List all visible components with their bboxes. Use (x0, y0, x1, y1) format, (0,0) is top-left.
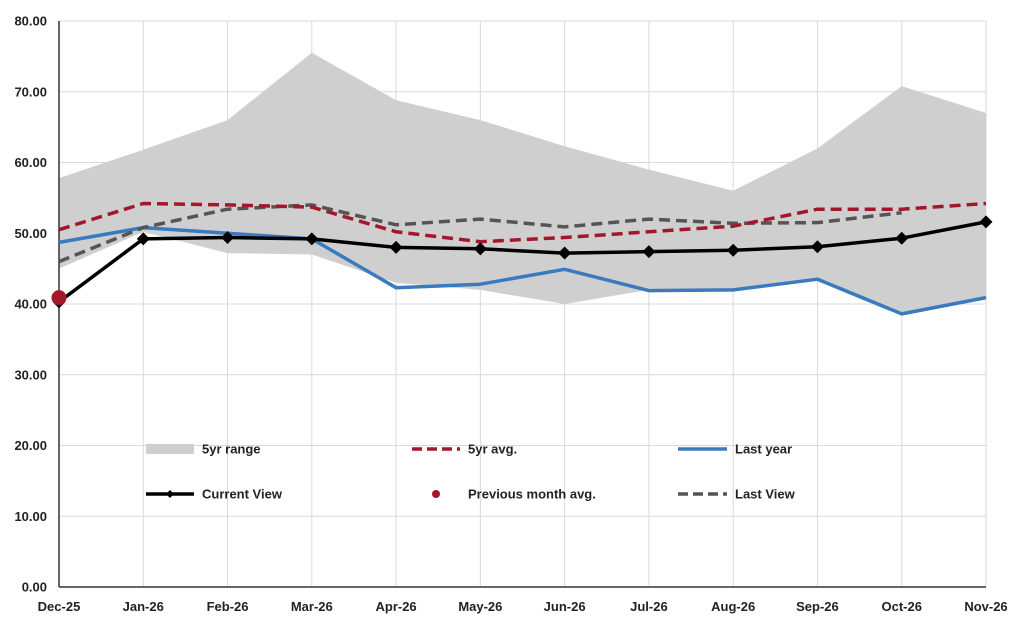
tick-labels: 0.00 10.00 20.00 30.00 40.00 50.00 60.00 70.00 8… (14, 14, 1007, 615)
x-tick-label: Feb-26 (207, 599, 249, 614)
y-tick-label: 20.00 (14, 438, 47, 453)
legend-label-last-view: Last View (735, 487, 796, 502)
y-tick-label: 40.00 (14, 297, 47, 312)
y-tick-label: 10.00 (14, 509, 47, 524)
current-view-marker (895, 231, 909, 245)
y-tick-label: 0.00 (22, 580, 47, 595)
current-view-marker (389, 240, 403, 254)
x-tick-label: Jan-26 (123, 599, 164, 614)
current-view-marker (642, 245, 656, 259)
current-view-marker (221, 230, 235, 244)
x-tick-label: Jun-26 (544, 599, 586, 614)
current-view-marker (136, 232, 150, 246)
current-view-marker (726, 243, 740, 257)
x-tick-label: Dec-25 (38, 599, 81, 614)
legend-label-current-view: Current View (202, 487, 283, 502)
y-tick-label: 50.00 (14, 226, 47, 241)
x-tick-label: Jul-26 (630, 599, 668, 614)
x-tick-label: Nov-26 (964, 599, 1007, 614)
current-view-marker (979, 215, 993, 229)
series-lines (51, 201, 993, 316)
current-view-marker (810, 240, 824, 254)
y-tick-label: 70.00 (14, 84, 47, 99)
current-view-marker (305, 232, 319, 246)
current-view-marker (558, 246, 572, 260)
legend-marker-current-view (166, 490, 174, 498)
x-tick-label: Apr-26 (375, 599, 416, 614)
previous-month-avg-point (51, 290, 67, 306)
legend-label-last-year: Last year (735, 442, 792, 457)
series-line-3 (58, 203, 902, 264)
series-line-0 (58, 201, 987, 244)
legend-swatch-previous-month (432, 490, 440, 498)
series-line-2 (57, 220, 987, 304)
legend-label-previous-month: Previous month avg. (468, 487, 596, 502)
current-view-marker (473, 242, 487, 256)
x-tick-label: Aug-26 (711, 599, 755, 614)
legend: 5yr range 5yr avg. Last year Current View Pr… (146, 442, 796, 502)
grid (59, 20, 987, 587)
legend-swatch-range (146, 444, 194, 454)
series-line-1 (58, 225, 987, 316)
x-tick-label: Sep-26 (796, 599, 839, 614)
y-tick-label: 30.00 (14, 367, 47, 382)
x-tick-label: Oct-26 (881, 599, 921, 614)
y-tick-label: 60.00 (14, 155, 47, 170)
x-tick-label: Mar-26 (291, 599, 333, 614)
legend-label-range: 5yr range (202, 442, 261, 457)
y-tick-label: 80.00 (14, 14, 47, 29)
legend-label-5yr-avg: 5yr avg. (468, 442, 517, 457)
x-tick-label: May-26 (458, 599, 502, 614)
